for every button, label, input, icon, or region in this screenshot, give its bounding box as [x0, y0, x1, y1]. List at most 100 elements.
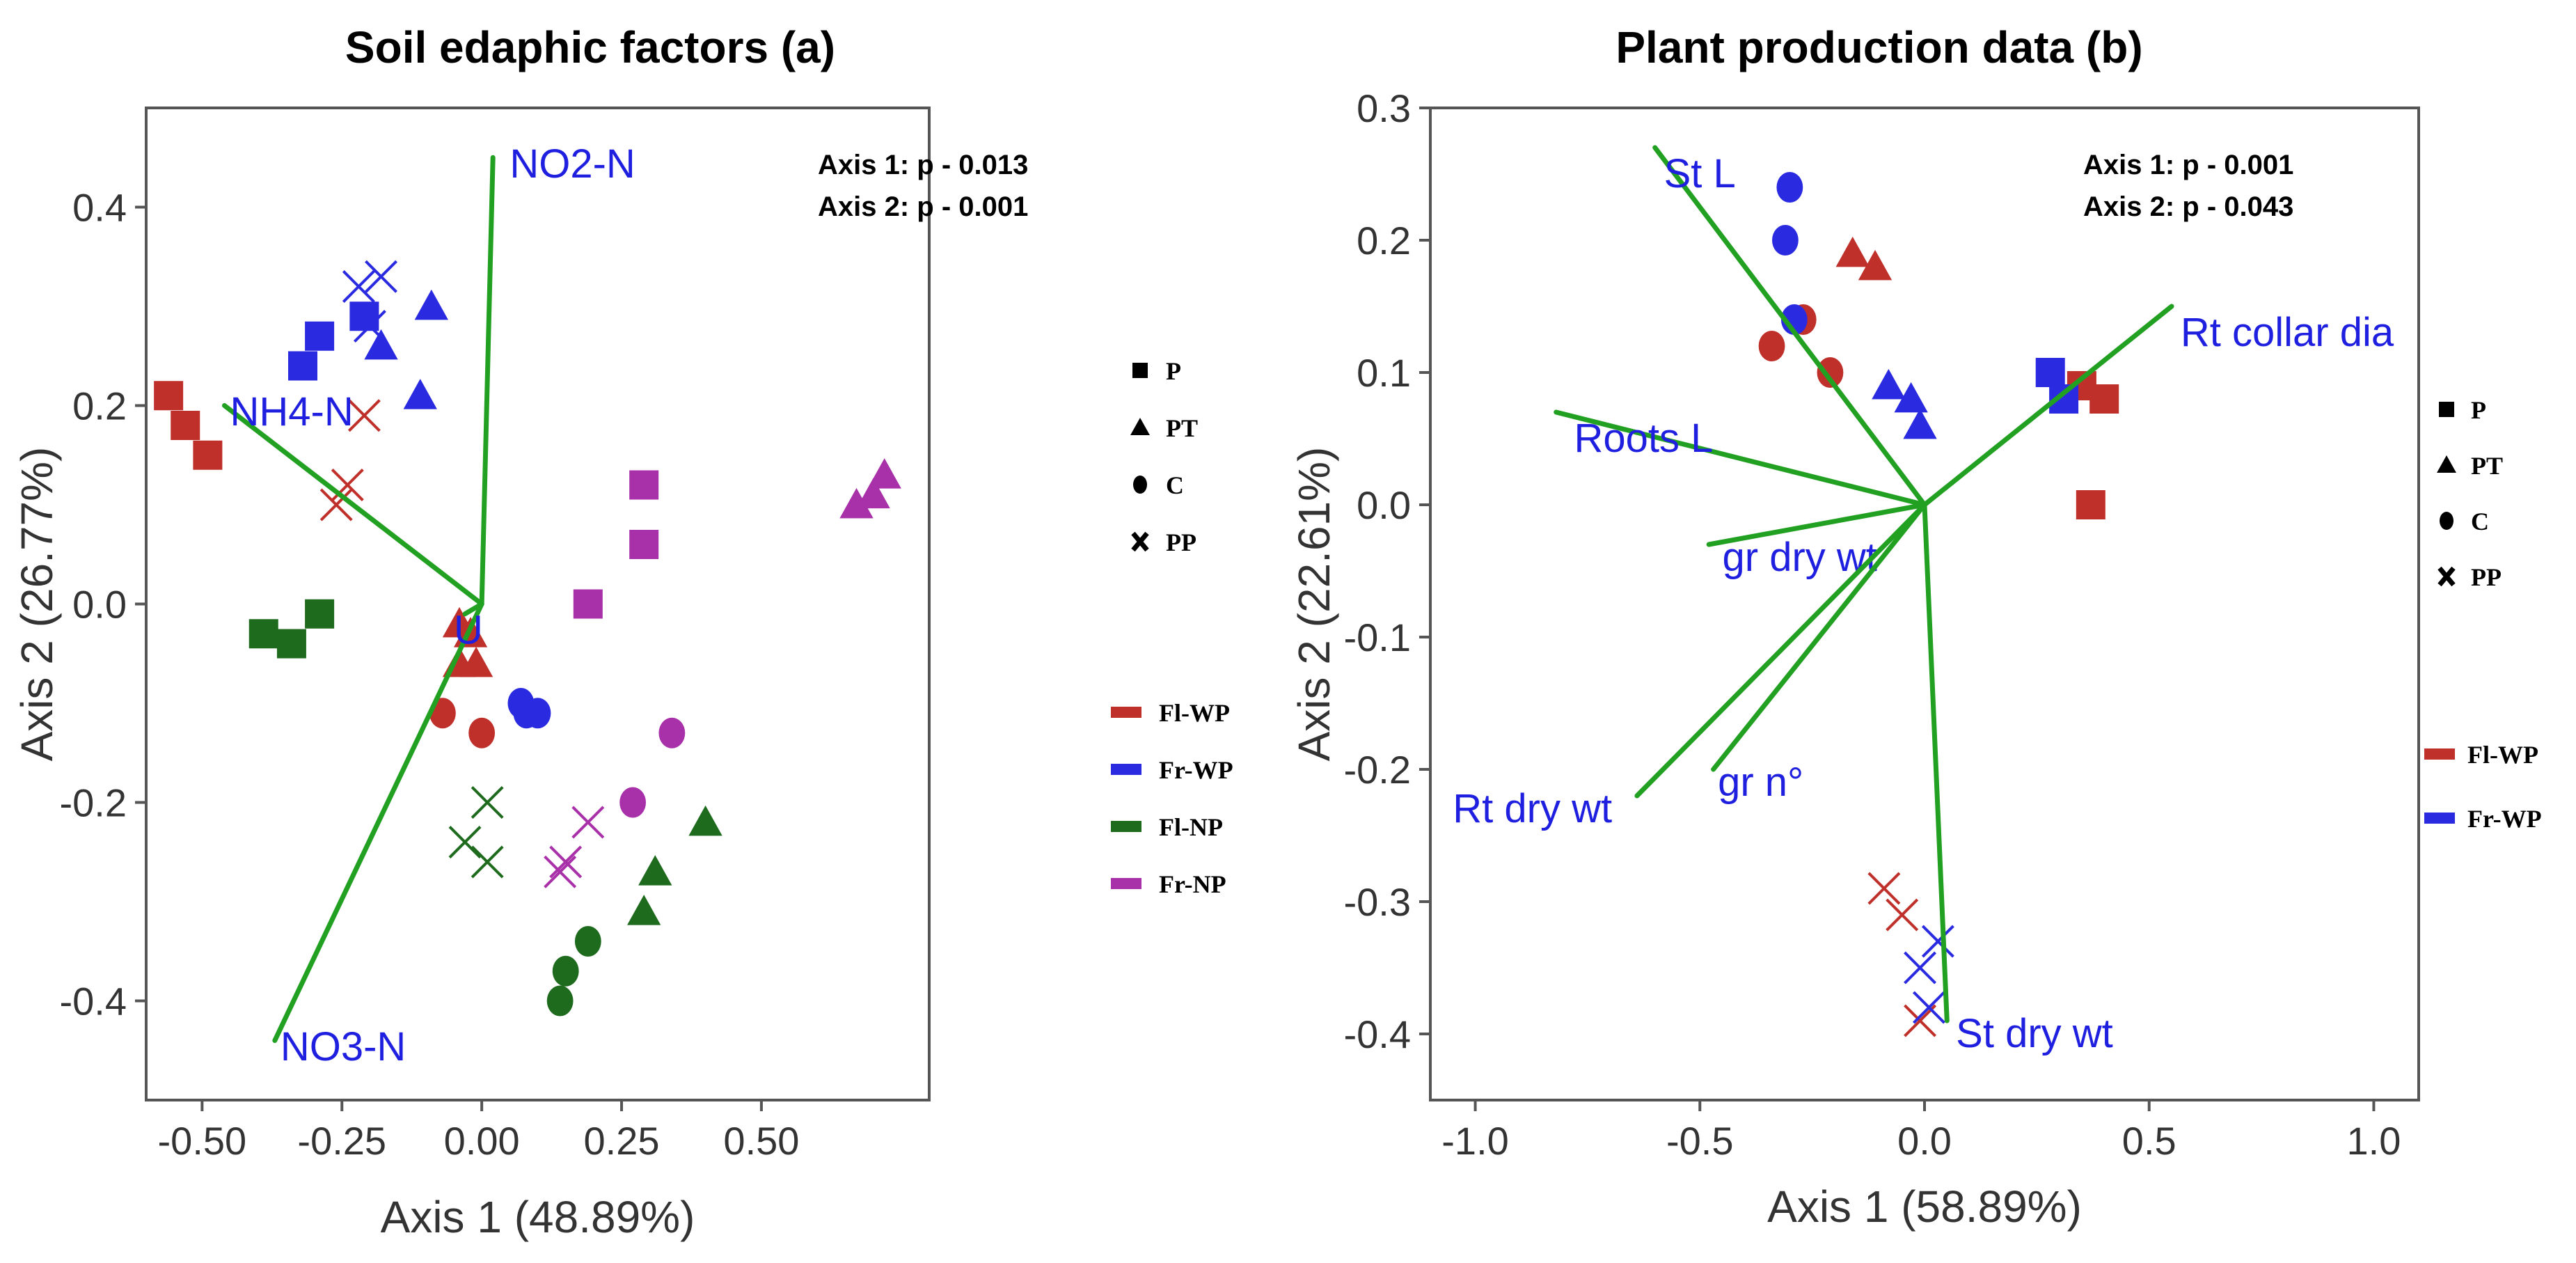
panel-soil-edaphic: Soil edaphic factors (a) -0.50 -0.25 0.00 0.…: [12, 22, 1233, 1242]
legend-shape-label: PP: [2471, 563, 2502, 591]
x-tick-label: -0.5: [1666, 1119, 1734, 1163]
vector-line: [1652, 145, 1927, 508]
x-tick-label: 1.0: [2347, 1119, 2401, 1163]
point-fr-wp-cross-stroke-b: [365, 260, 397, 293]
vector-label: U: [454, 608, 483, 653]
legend-shape-square-icon: [2439, 402, 2454, 417]
y-tick-label: 0.3: [1357, 86, 1411, 130]
stat-text: Axis 2: p - 0.043: [2083, 191, 2293, 222]
y-tick-label: 0.1: [1357, 351, 1411, 395]
plot-frame: [145, 107, 931, 1101]
legend-color-label: Fl-WP: [1159, 699, 1230, 727]
point-fr-np-square: [629, 530, 659, 559]
panel-plant-production: Plant production data (b) -1.0 -0.5 0.0 0.5 1…: [1289, 22, 2542, 1232]
stat-text: Axis 1: p - 0.001: [2083, 150, 2293, 180]
chart-title: Soil edaphic factors (a): [345, 22, 835, 72]
point-fl-wp-cross: [1886, 898, 1919, 932]
legend-shape-square-icon: [1132, 363, 1148, 378]
x-tick-label: -1.0: [1441, 1119, 1509, 1163]
legend-color-label: Fl-NP: [1159, 813, 1223, 841]
legend-shape-label: P: [2471, 396, 2486, 424]
legend-shape-label: C: [2471, 508, 2489, 535]
y-tick-label: -0.1: [1344, 615, 1412, 659]
vector-line: [1706, 502, 1927, 547]
legend-shape-label: PT: [2471, 452, 2503, 480]
point-fl-np-square: [248, 619, 278, 649]
x-tick-label: 0.25: [584, 1119, 660, 1163]
x-axis-title: Axis 1 (58.89%): [1767, 1182, 2082, 1232]
point-fr-np-circle: [658, 717, 686, 748]
legend-shape-label: C: [1166, 471, 1184, 499]
point-fl-np-circle: [546, 985, 574, 1017]
y-tick-label: 0.4: [72, 186, 127, 230]
legend-shape-circle-icon: [2440, 512, 2453, 530]
vector-label: NH4-N: [230, 389, 354, 434]
vector-line: [272, 602, 484, 1043]
legend-shape-cross-icon-stroke-b: [2437, 566, 2456, 587]
point-fl-np-cross: [471, 786, 504, 819]
point-fr-np-cross: [544, 855, 577, 888]
legend-shape-triangle-icon: [1130, 418, 1150, 435]
y-tick-label: 0.0: [72, 583, 127, 627]
point-fr-np-circle: [619, 787, 647, 818]
point-fr-wp-cross: [1912, 991, 1945, 1024]
point-fl-wp-circle: [468, 717, 496, 748]
vector-label: Rt collar dia: [2181, 310, 2394, 355]
point-fl-wp-triangle: [1835, 236, 1870, 267]
y-axis-title: Axis 2 (22.61%): [1289, 447, 1339, 762]
legend-shape-cross-icon-stroke-b: [1131, 531, 1149, 552]
point-fl-wp-triangle: [1858, 249, 1893, 281]
point-fl-np-cross: [448, 826, 482, 858]
point-fr-wp-circle: [1772, 224, 1799, 256]
point-fl-wp-cross: [1867, 872, 1901, 905]
vector-line: [462, 602, 484, 617]
point-fl-wp-square: [193, 440, 223, 470]
legend-color-swatch: [1111, 764, 1141, 775]
point-fr-wp-square: [305, 321, 335, 351]
point-fr-wp-square: [349, 301, 379, 331]
point-fr-np-square: [573, 589, 603, 619]
point-fr-np-cross: [571, 806, 605, 839]
point-fl-np-triangle: [627, 895, 661, 925]
vector-line: [1554, 409, 1927, 508]
point-fl-np-square: [276, 629, 306, 659]
vector-label: gr n°: [1718, 760, 1803, 805]
x-axis-title: Axis 1 (48.89%): [381, 1192, 695, 1242]
vector-label: NO2-N: [509, 141, 635, 187]
y-tick-label: -0.3: [1344, 880, 1412, 924]
point-fl-np-square: [305, 599, 335, 629]
point-fr-wp-cross: [1904, 951, 1937, 984]
legend-shape-label: P: [1166, 357, 1181, 385]
x-tick-label: -0.25: [297, 1119, 386, 1163]
legend-shape-cross-icon: [1131, 531, 1149, 552]
vector-label: NO3-N: [280, 1024, 406, 1069]
legend-shape-label: PT: [1166, 414, 1198, 442]
legend-color-swatch: [2424, 813, 2455, 824]
point-fr-wp-triangle: [414, 289, 448, 320]
legend-color-label: Fr-NP: [1159, 870, 1226, 898]
point-fr-wp-cross: [342, 270, 375, 303]
point-fl-np-circle: [552, 955, 579, 987]
point-fr-wp-triangle: [1903, 408, 1937, 439]
point-fr-np-triangle: [839, 487, 874, 519]
legend-color-label: Fl-WP: [2467, 741, 2538, 769]
point-fl-wp-triangle: [459, 646, 493, 677]
point-fr-wp-cross: [1921, 925, 1954, 958]
legend-color-swatch: [1111, 707, 1141, 718]
point-fl-wp-cross-stroke-b: [319, 488, 353, 521]
point-fr-np-square: [629, 470, 659, 500]
vector-label: Roots L: [1574, 416, 1714, 461]
point-fl-wp-circle: [1758, 330, 1785, 362]
legend-shape-circle-icon: [1133, 476, 1147, 494]
legend-color-label: Fr-WP: [2467, 805, 2542, 833]
point-fr-wp-triangle: [364, 329, 398, 360]
point-fr-wp-circle: [524, 698, 551, 729]
point-fl-wp-square: [171, 411, 200, 440]
point-fl-np-cross-stroke-b: [471, 786, 504, 819]
stat-text: Axis 1: p - 0.013: [818, 150, 1028, 180]
x-tick-label: 0.00: [444, 1119, 520, 1163]
point-fr-wp-triangle: [1894, 382, 1928, 413]
legend-shape-cross-icon: [2437, 566, 2456, 587]
point-fl-wp-cross-stroke-b: [347, 399, 381, 432]
